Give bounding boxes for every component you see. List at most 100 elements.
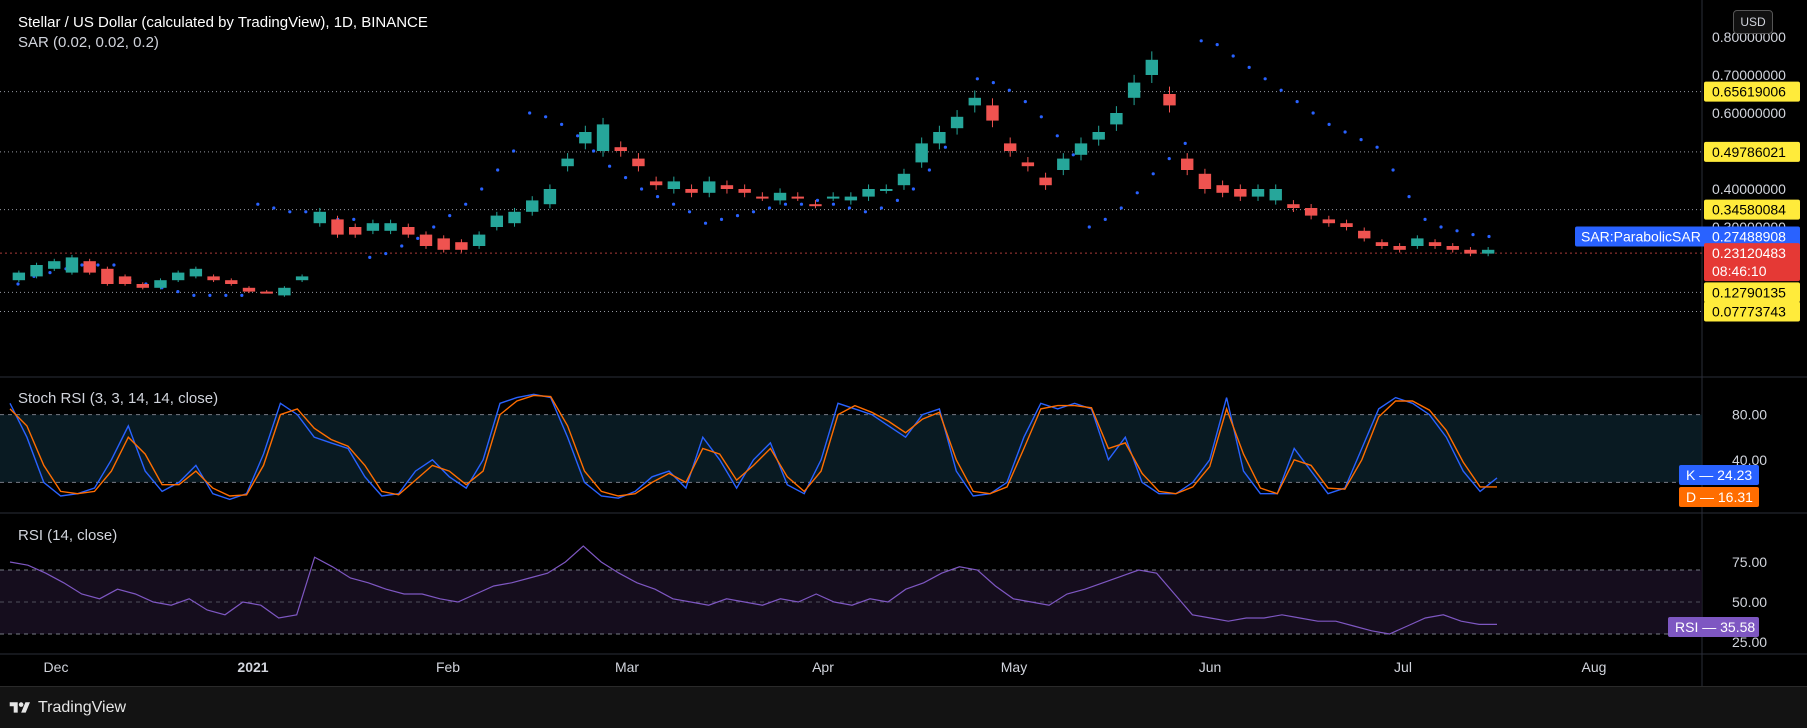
stoch-d-tag [1679,487,1759,507]
candle-body [154,280,167,288]
stoch-k-line [9,393,1498,501]
candle-body [791,196,804,199]
time-tick-label: Aug [1582,659,1607,675]
candle-body [809,204,822,207]
candle-body [880,189,893,191]
sar-dot [1151,172,1155,176]
countdown-label: 08:46:10 [1712,263,1767,279]
main-panel-bg [0,0,1702,377]
level-tag [1704,301,1800,322]
candle-body [295,276,309,281]
sar-dot [1471,233,1475,237]
sar-dot [1407,195,1411,199]
candle-body [136,284,149,288]
stoch-k-tag [1679,465,1759,485]
sar-dot [1039,115,1043,119]
candle-body [48,261,61,269]
sar-dot [879,206,884,210]
time-tick-label: May [1001,659,1027,675]
rsi-tick-label: 50.00 [1732,594,1767,610]
candle-body [384,223,397,231]
current-price-label: 0.23120483 [1712,245,1786,261]
sar-dot [703,221,708,225]
sar-dot [783,202,788,206]
candle-body [649,181,663,186]
sar-dot [240,293,244,297]
candle-body [950,116,964,129]
rsi-tag-label: RSI — 35.58 [1675,619,1755,635]
sar-dot [1439,225,1443,229]
candle-body [472,234,486,246]
sar-dot [831,202,836,206]
sar-dot [80,263,84,267]
candle-body [579,132,592,144]
sar-dot [847,206,852,210]
candle-body [826,196,840,199]
sar-dot [528,111,532,115]
sar-dot [911,187,915,191]
sar-dot [687,210,692,214]
candle-body [1003,143,1017,151]
time-tick-label: Feb [436,659,460,675]
stoch-d-tag-label: D — 16.31 [1686,489,1753,505]
rsi-legend: RSI (14, close) [18,527,117,544]
candle-body [1181,158,1194,170]
candle-body [738,189,751,193]
candle-body [756,196,769,199]
candle-body [1411,238,1424,246]
sar-dot [1167,157,1171,161]
candle-body [968,97,981,106]
candle-body [118,276,132,284]
time-tick-label: 2021 [237,659,268,675]
sar-dot [1487,234,1491,239]
sar-dot [48,271,52,275]
candle-body [720,185,734,189]
candle-body [1358,230,1371,239]
candle-body [65,257,79,273]
sar-dot [352,217,356,221]
candle-body [437,238,450,250]
candle-body [331,219,344,235]
candle-body [189,268,203,277]
candle-body [1057,158,1070,170]
candle-body [685,189,698,193]
sar-dot [799,202,804,206]
sar-dot [1023,100,1027,104]
candle-body [1340,223,1353,227]
stoch-legend: Stoch RSI (3, 3, 14, 14, close) [18,390,218,407]
sar-dot [512,149,516,153]
rsi-tick-label: 75.00 [1732,554,1767,570]
candle-body [1198,173,1212,189]
level-tag [1704,199,1800,220]
sar-dot [496,168,500,172]
sar-dot [1103,217,1107,221]
candle-body [101,268,114,284]
level-tag-label: 0.49786021 [1712,144,1786,160]
currency-button[interactable]: USD [1733,10,1773,34]
sar-dot [639,187,644,191]
candle-body [1021,162,1035,167]
sar-dot [416,236,420,240]
candle-body [402,227,415,235]
sar-dot [448,214,452,218]
sar-dot [1343,130,1347,134]
candle-body [862,189,875,197]
level-tag [1704,282,1800,303]
footer-brand[interactable]: TradingView [38,698,127,716]
sar-dot [432,225,436,229]
sar-dot [256,202,260,206]
candle-body [1216,185,1229,193]
candle-body [349,227,362,235]
sar-dot [224,293,228,297]
rsi-line [9,545,1497,635]
stoch-tick-label: 40.00 [1732,452,1767,468]
candle-body [1481,249,1495,254]
tradingview-logo-icon[interactable] [8,700,32,716]
candle-body [313,211,326,224]
candle-body [83,261,96,273]
candle-body [1163,94,1176,106]
time-tick-label: Mar [615,659,639,675]
candle-body [526,200,539,212]
sar-tag [1575,226,1800,247]
